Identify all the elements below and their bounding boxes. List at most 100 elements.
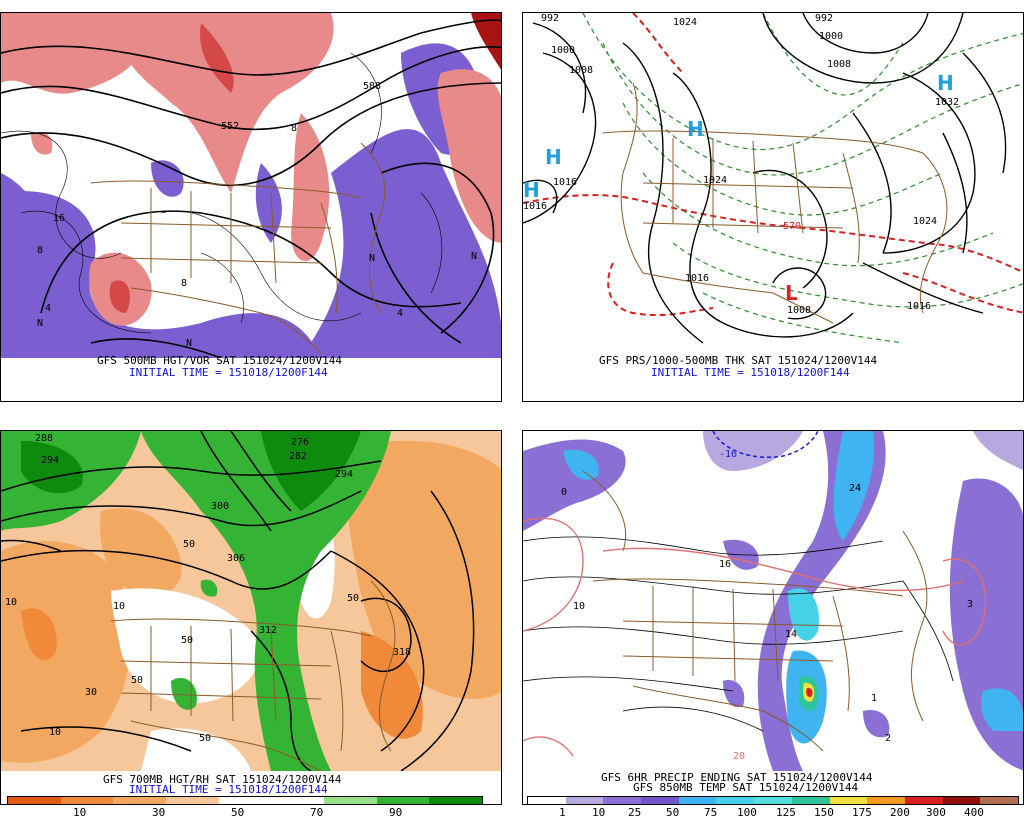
- colorbar-tick: 125: [776, 806, 796, 819]
- rh-label: 10: [49, 727, 62, 738]
- height-label: 276: [291, 437, 310, 448]
- isotherm-label: 3: [967, 599, 974, 610]
- rh-label: 50: [347, 593, 360, 604]
- isotherm-label: 14: [785, 629, 798, 640]
- vort-min-label: N: [186, 338, 193, 349]
- isobar-label: 1016: [523, 201, 548, 212]
- panel-title: GFS 500MB HGT/VOR SAT 151024/1200V144: [97, 354, 343, 367]
- colorbar-tick: 70: [310, 806, 324, 819]
- rh-label: 50: [183, 539, 196, 550]
- isobar-label: 1008: [827, 59, 852, 70]
- rh-colorbar-swatch: [113, 797, 167, 804]
- height-label: 282: [289, 451, 308, 462]
- height-label: 294: [335, 469, 354, 480]
- colorbar-tick: 150: [814, 806, 834, 819]
- precip-colorbar-swatch: [528, 797, 566, 804]
- isotherm-label: 0: [561, 487, 568, 498]
- colorbar-tick: 30: [152, 806, 166, 819]
- isobar-label: 1000: [819, 31, 844, 42]
- isobar-label: 1032: [935, 97, 960, 108]
- colorbar-tick: 10: [73, 806, 87, 819]
- vorticity-map: [1, 13, 501, 358]
- rh-colorbar: [7, 796, 483, 804]
- rh-label: 50: [199, 733, 212, 744]
- contour-label: 4: [397, 308, 404, 319]
- contour-label: 16: [53, 213, 66, 224]
- thickness-label: 570: [783, 221, 802, 232]
- rh-colorbar-swatch: [271, 797, 325, 804]
- rh-colorbar-swatch: [218, 797, 272, 804]
- isotherm-label: 24: [849, 483, 862, 494]
- rh-map: [1, 431, 501, 771]
- isobar-label: 1016: [553, 177, 578, 188]
- precip-colorbar-swatch: [716, 797, 755, 804]
- height-label: 552: [221, 121, 240, 132]
- panel-500mb-vorticity: GFS 500MB HGT/VOR SAT 151024/1200V144 IN…: [0, 12, 502, 402]
- isobar-label: 1008: [787, 305, 812, 316]
- initial-time: INITIAL TIME = 151018/1200F144: [129, 783, 328, 796]
- colorbar-tick: 100: [737, 806, 757, 819]
- precip-colorbar-swatch: [980, 797, 1018, 804]
- vort-min-label: N: [37, 318, 44, 329]
- isotherm-label: 20: [733, 751, 746, 762]
- precip-map: [523, 431, 1023, 771]
- panel-title: GFS 700MB HGT/RH SAT 151024/1200V144: [103, 773, 342, 786]
- isobar-label: 1008: [569, 65, 594, 76]
- height-label: 288: [35, 433, 54, 444]
- panel-precip-850temp: -16 0 10 16 14 3 1 2 20 24 GFS 6HR PRECI…: [522, 430, 1024, 805]
- high-pressure-marker: H: [523, 178, 540, 202]
- contour-label: 8: [291, 123, 298, 134]
- height-label: 306: [227, 553, 246, 564]
- rh-label: 30: [85, 687, 98, 698]
- colorbar-tick: 50: [666, 806, 680, 819]
- rh-label: 10: [113, 601, 126, 612]
- isobar-label: 1024: [673, 17, 698, 28]
- precip-colorbar-swatch: [867, 797, 905, 804]
- rh-label: 50: [181, 635, 194, 646]
- initial-time: INITIAL TIME = 151018/1200F144: [651, 366, 850, 379]
- colorbar-tick: 50: [231, 806, 245, 819]
- panel-title: GFS 6HR PRECIP ENDING SAT 151024/1200V14…: [601, 771, 873, 784]
- rh-colorbar-swatch: [60, 797, 114, 804]
- precip-colorbar-swatch: [641, 797, 679, 804]
- precip-colorbar: [527, 796, 1019, 804]
- precip-colorbar-swatch: [942, 797, 981, 804]
- rh-label: 50: [131, 675, 144, 686]
- colorbar-tick: 1: [559, 806, 566, 819]
- isobar-label: 992: [815, 13, 834, 24]
- high-pressure-marker: H: [545, 145, 562, 169]
- height-label: 300: [211, 501, 230, 512]
- panel-title: GFS PRS/1000-500MB THK SAT 151024/1200V1…: [599, 354, 878, 367]
- isotherm-label: 10: [573, 601, 586, 612]
- height-label: 312: [259, 625, 278, 636]
- colorbar-tick: 300: [926, 806, 946, 819]
- colorbar-tick: 400: [964, 806, 984, 819]
- precip-colorbar-swatch: [829, 797, 868, 804]
- vort-min-label: N: [471, 251, 478, 262]
- contour-label: 8: [37, 245, 44, 256]
- rh-colorbar-swatch: [8, 797, 61, 804]
- contour-label: 8: [181, 278, 188, 289]
- isotherm-label: 16: [719, 559, 732, 570]
- height-label: 294: [41, 455, 60, 466]
- precip-colorbar-swatch: [603, 797, 642, 804]
- vort-min-label: N: [369, 253, 376, 264]
- rh-label: 10: [5, 597, 18, 608]
- precip-colorbar-swatch: [791, 797, 830, 804]
- precip-colorbar-swatch: [754, 797, 792, 804]
- rh-colorbar-swatch: [166, 797, 219, 804]
- rh-colorbar-swatch: [429, 797, 483, 804]
- isobar-label: 1000: [551, 45, 576, 56]
- panel-subtitle: GFS 850MB TEMP SAT 151024/1200V144: [633, 781, 859, 794]
- isobar-label: 1016: [685, 273, 710, 284]
- low-pressure-marker: L: [785, 281, 798, 305]
- height-label: 588: [363, 81, 382, 92]
- precip-colorbar-swatch: [678, 797, 717, 804]
- isobar-label: 1024: [913, 216, 938, 227]
- isobar-label: 992: [541, 13, 560, 24]
- panel-700mb-rh: 288 294 276 282 294 300 306 312 318 10 5…: [0, 430, 502, 805]
- isobar-label: 1016: [907, 301, 932, 312]
- isotherm-label: 2: [885, 733, 892, 744]
- initial-time: INITIAL TIME = 151018/1200F144: [129, 366, 328, 379]
- precip-colorbar-swatch: [565, 797, 604, 804]
